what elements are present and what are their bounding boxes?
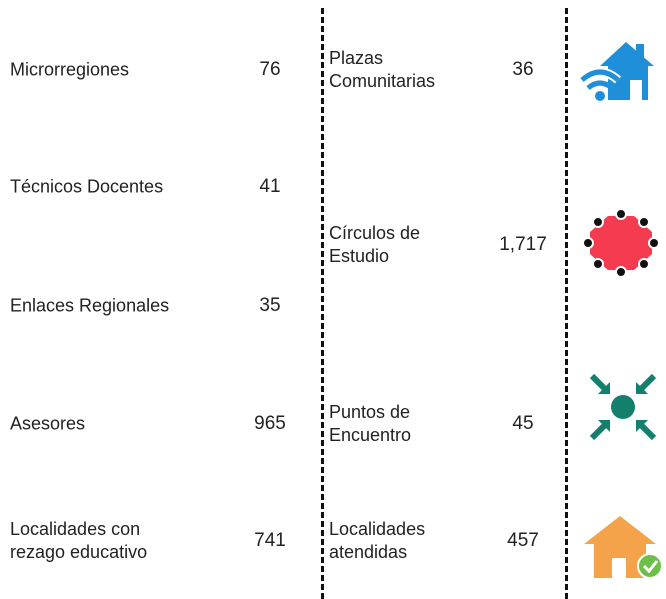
item-value: 36 xyxy=(512,59,534,80)
item-value: 965 xyxy=(254,413,286,434)
item-label: Microrregiones xyxy=(10,59,129,82)
meeting-point-icon xyxy=(589,373,657,441)
label-line: Asesores xyxy=(10,413,86,434)
item-label: Asesores xyxy=(10,413,85,436)
label-line: Localidades xyxy=(329,519,426,539)
label-line: Círculos de xyxy=(329,223,421,243)
item-value: 457 xyxy=(507,530,539,551)
label-line: atendidas xyxy=(329,542,408,562)
item-label: Plazas Comunitarias xyxy=(329,47,435,93)
item-label: Círculos de Estudio xyxy=(329,222,420,268)
item-label: Localidades con rezago educativo xyxy=(10,518,147,564)
item-label: Puntos de Encuentro xyxy=(329,401,411,447)
label-line: Comunitarias xyxy=(329,71,436,91)
label-line: Puntos de xyxy=(329,402,411,422)
label-line: Estudio xyxy=(329,246,390,266)
label-line: Microrregiones xyxy=(10,59,130,80)
item-value: 1,717 xyxy=(499,234,547,255)
label-line: Plazas xyxy=(329,48,384,68)
item-value: 741 xyxy=(254,530,286,551)
house-check-icon xyxy=(584,516,663,579)
label-line: Enlaces Regionales xyxy=(10,295,170,316)
item-value: 35 xyxy=(259,295,281,316)
label-line: rezago educativo xyxy=(10,542,148,562)
item-value: 76 xyxy=(259,59,281,80)
item-label: Técnicos Docentes xyxy=(10,176,163,199)
label-line: Encuentro xyxy=(329,425,412,445)
item-value: 41 xyxy=(259,176,281,197)
wifi-house-icon xyxy=(579,42,654,101)
label-line: Localidades con xyxy=(10,519,141,539)
separator xyxy=(321,8,324,599)
item-label: Localidades atendidas xyxy=(329,518,425,564)
separator xyxy=(565,8,568,599)
item-value: 45 xyxy=(512,413,534,434)
item-label: Enlaces Regionales xyxy=(10,295,169,318)
label-line: Técnicos Docentes xyxy=(10,176,164,197)
circle-icon xyxy=(582,208,660,278)
